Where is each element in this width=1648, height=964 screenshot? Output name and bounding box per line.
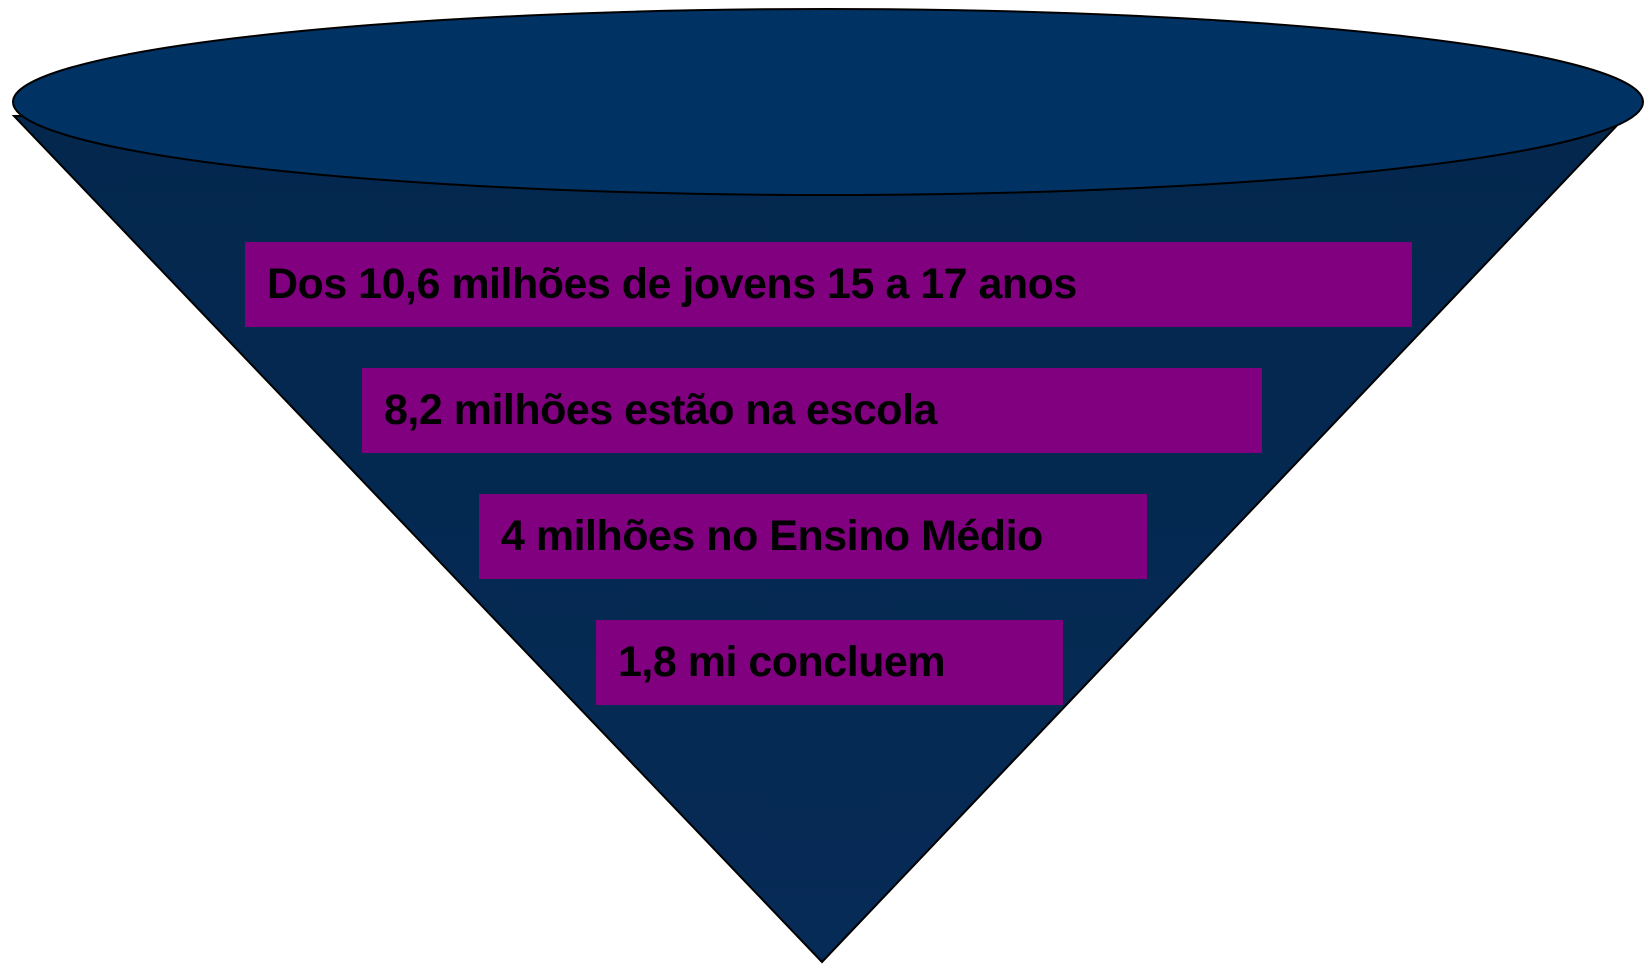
funnel-level-2: 8,2 milhões estão na escola xyxy=(362,368,1262,453)
funnel-top-rim xyxy=(12,8,1644,196)
funnel-level-1: Dos 10,6 milhões de jovens 15 a 17 anos xyxy=(245,242,1412,327)
funnel-level-4: 1,8 mi concluem xyxy=(596,620,1063,705)
funnel-level-2-label: 8,2 milhões estão na escola xyxy=(384,386,937,434)
funnel-level-3: 4 milhões no Ensino Médio xyxy=(479,494,1147,579)
funnel-level-1-label: Dos 10,6 milhões de jovens 15 a 17 anos xyxy=(267,260,1077,308)
funnel-level-3-label: 4 milhões no Ensino Médio xyxy=(501,512,1043,560)
funnel-level-4-label: 1,8 mi concluem xyxy=(618,638,946,686)
